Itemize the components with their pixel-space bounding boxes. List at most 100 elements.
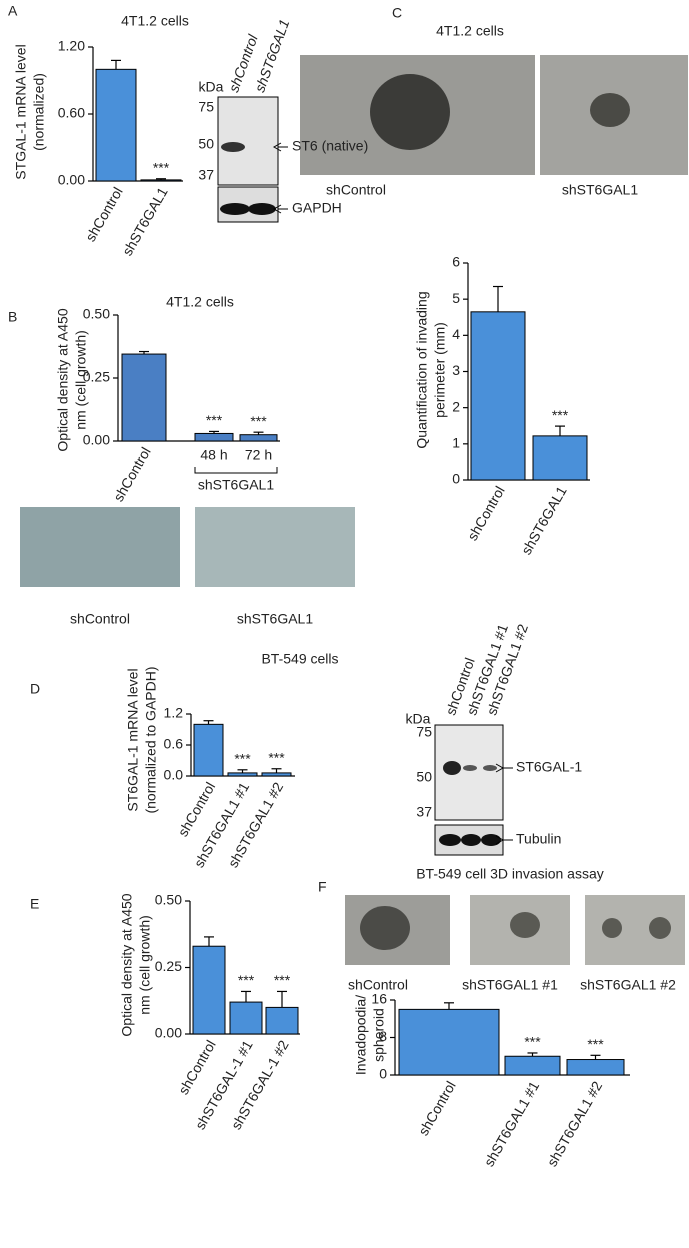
- bar: [193, 723, 224, 777]
- y-axis-label: Invadopodia/: [353, 995, 369, 1075]
- panel-letter: E: [30, 896, 39, 912]
- panel-letter: C: [392, 5, 402, 21]
- mw-marker: 50: [198, 136, 214, 152]
- band-label: GAPDH: [292, 200, 342, 216]
- band-label: Tubulin: [516, 831, 561, 847]
- group-label: shST6GAL1: [198, 477, 274, 493]
- y-axis-label: Optical density at A450: [119, 893, 135, 1036]
- y-tick-label: 0.0: [164, 767, 184, 783]
- chart-title: 4T1.2 cells: [166, 294, 234, 310]
- panel-letter: B: [8, 309, 17, 325]
- y-axis-label: Quantification of invading: [414, 291, 430, 448]
- arrowhead: [495, 763, 505, 773]
- significance: ***: [206, 412, 223, 428]
- significance: ***: [250, 413, 267, 429]
- bar: [95, 68, 137, 182]
- band: [463, 765, 477, 771]
- bar: [140, 179, 182, 182]
- y-tick-label: 0.00: [58, 172, 85, 188]
- lane-label: shST6GAL1: [251, 17, 292, 94]
- bar: [192, 945, 226, 1035]
- significance: ***: [234, 751, 251, 767]
- significance: ***: [274, 972, 291, 988]
- image-caption: shControl: [70, 611, 130, 627]
- y-axis-label: nm (cell growth): [73, 330, 89, 430]
- image-caption: shControl: [348, 977, 408, 993]
- band: [248, 203, 276, 215]
- spheroid: [590, 93, 630, 127]
- y-tick-label: 1: [452, 435, 460, 451]
- panel-letter: F: [318, 879, 327, 895]
- arrowhead: [272, 142, 282, 152]
- panel-letter: A: [8, 3, 18, 19]
- mw-marker: 50: [416, 769, 432, 785]
- chart-title: 4T1.2 cells: [121, 13, 189, 29]
- bar: [566, 1059, 625, 1076]
- x-tick-label: 48 h: [200, 447, 227, 463]
- mw-marker: 75: [198, 99, 214, 115]
- mw-marker: 75: [416, 724, 432, 740]
- significance: ***: [238, 972, 255, 988]
- y-tick-label: 0.6: [164, 736, 184, 752]
- band: [443, 761, 461, 775]
- significance: ***: [587, 1036, 604, 1052]
- y-tick-label: 1.20: [58, 38, 85, 54]
- y-tick-label: 0: [379, 1066, 387, 1082]
- x-tick-label: shST6GAL1 #2: [544, 1078, 606, 1169]
- image-caption: shST6GAL1 #2: [580, 977, 676, 993]
- bar: [229, 1001, 263, 1035]
- y-axis-label: ST6GAL-1 mRNA level: [125, 668, 141, 811]
- bar: [532, 435, 588, 481]
- y-tick-label: 0.60: [58, 105, 85, 121]
- y-tick-label: 5: [452, 290, 460, 306]
- x-tick-label: shST6GAL1: [518, 483, 570, 557]
- y-tick-label: 0: [452, 471, 460, 487]
- y-axis-label: (normalized to GAPDH): [143, 666, 159, 813]
- spheroid: [360, 906, 410, 950]
- spheroid: [510, 912, 540, 938]
- y-axis-label: perimeter (mm): [432, 322, 448, 418]
- bar: [398, 1008, 500, 1076]
- significance: ***: [268, 749, 285, 765]
- y-tick-label: 8: [379, 1028, 387, 1044]
- x-tick-label: 72 h: [245, 447, 272, 463]
- band: [221, 142, 245, 152]
- bar: [261, 772, 292, 777]
- x-tick-label: shControl: [110, 444, 154, 504]
- bar: [121, 353, 167, 442]
- significance: ***: [524, 1034, 541, 1050]
- significance: ***: [552, 407, 569, 423]
- mw-marker: 37: [198, 167, 214, 183]
- y-tick-label: 0.50: [155, 892, 182, 908]
- image-caption: shST6GAL1: [237, 611, 313, 627]
- band-label: ST6GAL-1: [516, 759, 582, 775]
- x-tick-label: shControl: [82, 184, 126, 244]
- y-tick-label: 6: [452, 254, 460, 270]
- y-tick-label: 16: [371, 991, 387, 1007]
- y-tick-label: 0.25: [83, 369, 110, 385]
- x-tick-label: shST6GAL1: [119, 184, 171, 258]
- y-tick-label: 1.2: [164, 705, 184, 721]
- y-tick-label: 3: [452, 362, 460, 378]
- photo: [20, 507, 180, 587]
- bar: [265, 1006, 299, 1035]
- y-axis-label: nm (cell growth): [137, 915, 153, 1015]
- spheroid: [602, 918, 622, 938]
- image-caption: shST6GAL1: [562, 182, 638, 198]
- x-tick-label: shST6GAL1 #1: [481, 1078, 543, 1169]
- bar: [470, 311, 526, 481]
- band: [483, 765, 497, 771]
- y-axis-label: STGAL-1 mRNA level: [13, 44, 29, 179]
- mw-marker: 37: [416, 804, 432, 820]
- arrowhead: [272, 204, 282, 214]
- band-label: ST6 (native): [292, 138, 368, 154]
- band: [220, 203, 250, 215]
- band: [439, 834, 461, 846]
- significance: ***: [153, 159, 170, 175]
- band: [461, 834, 481, 846]
- chart-title: BT-549 cells: [261, 651, 338, 667]
- photos: [20, 55, 688, 965]
- group-bracket: [194, 467, 278, 474]
- arrowhead: [495, 835, 505, 845]
